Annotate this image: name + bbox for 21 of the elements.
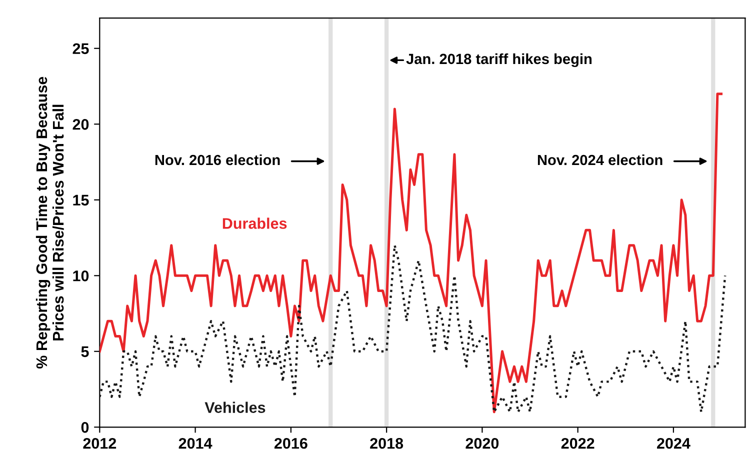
y-tick-label: 15 <box>73 194 89 206</box>
annotation: Nov. 2024 election <box>538 154 662 166</box>
y-tick-label: 0 <box>81 422 89 433</box>
y-tick-label: 10 <box>73 270 89 282</box>
series-label: Vehicles <box>204 402 266 413</box>
annotation: Nov. 2016 election <box>155 154 280 166</box>
x-tick-label: 2020 <box>466 438 499 449</box>
y-tick-label: 25 <box>72 43 89 54</box>
x-tick-label: 2012 <box>83 438 116 449</box>
x-tick-label: 2014 <box>178 438 212 449</box>
x-tick-label: 2016 <box>274 438 308 449</box>
line-series <box>100 244 726 414</box>
y-axis-title: % Reporting Good Time to Buy Because Prices will Rise/Prices Won't Fall <box>36 76 64 369</box>
x-tick-label: 2018 <box>370 438 404 449</box>
y-tick-label: 20 <box>72 119 89 130</box>
annotation: Jan. 2018 tariff hikes begin <box>406 53 592 68</box>
line-series <box>100 92 723 414</box>
x-tick-label: 2024 <box>657 438 690 449</box>
series-label: Durables <box>222 218 287 229</box>
y-tick-label: 5 <box>81 346 89 358</box>
x-tick-label: 2022 <box>561 438 594 449</box>
